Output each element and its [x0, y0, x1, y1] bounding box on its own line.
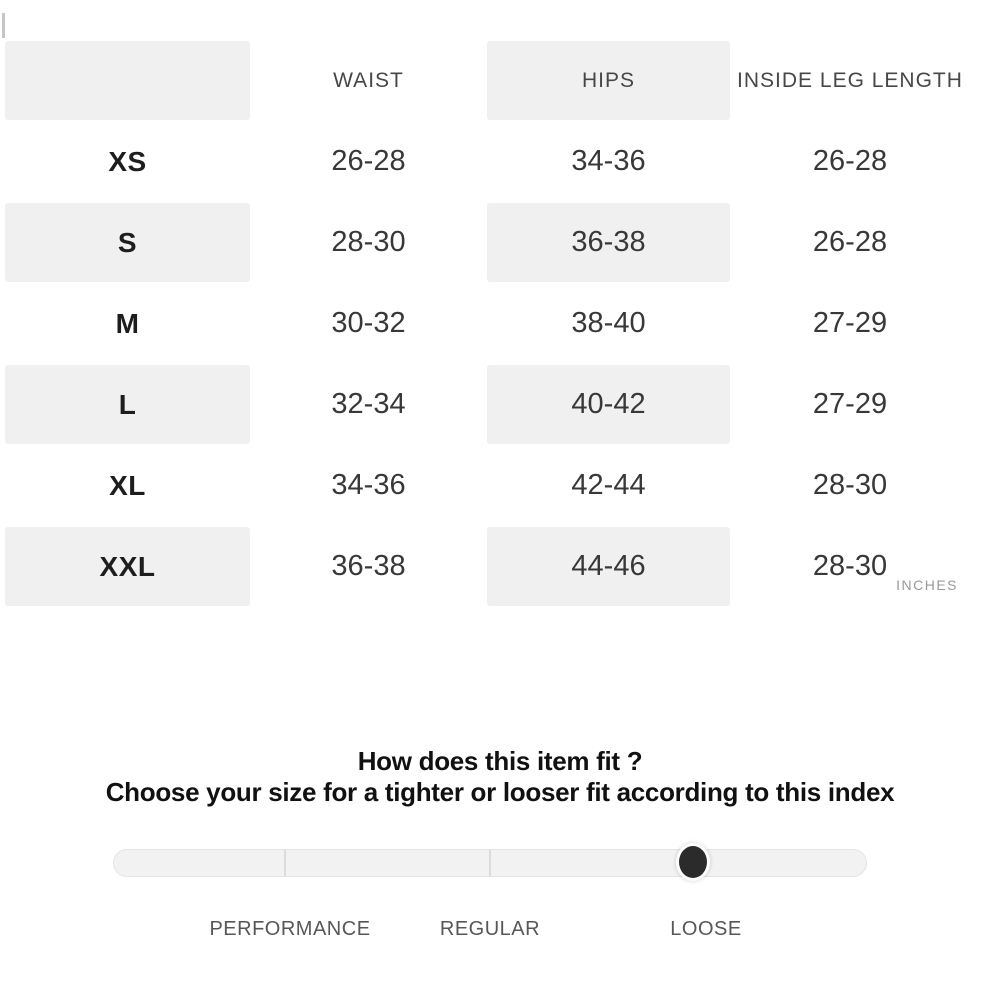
size-chart-table: WAIST HIPS INSIDE LEG LENGTH XS 26-28 34…: [0, 40, 970, 607]
table-row-l: L 32-34 40-42 27-29: [0, 364, 970, 445]
size-cell: XS: [108, 145, 147, 177]
edge-artifact-mark: [2, 13, 5, 38]
waist-cell: 36-38: [331, 550, 406, 582]
waist-cell: 26-28: [331, 145, 406, 177]
inside-leg-cell: 28-30: [812, 550, 888, 582]
header-cell-size: [5, 41, 250, 120]
inside-leg-cell: 26-28: [812, 145, 888, 177]
waist-cell: 30-32: [331, 307, 406, 339]
hips-cell: 42-44: [571, 469, 646, 501]
waist-cell: 28-30: [331, 226, 406, 258]
size-cell: XXL: [5, 527, 250, 606]
size-cell: XL: [109, 469, 146, 501]
units-label: INCHES: [896, 577, 958, 593]
fit-slider-knob[interactable]: [676, 843, 710, 881]
fit-option-regular: REGULAR: [439, 918, 541, 940]
hips-cell: 36-38: [487, 203, 730, 282]
inside-leg-cell: 27-29: [812, 388, 888, 420]
size-cell: S: [5, 203, 250, 282]
header-cell-waist: WAIST: [333, 68, 404, 92]
hips-cell: 40-42: [487, 365, 730, 444]
hips-cell: 34-36: [571, 145, 646, 177]
inside-leg-cell: 27-29: [812, 307, 888, 339]
size-cell: M: [115, 307, 140, 339]
inside-leg-cell: 28-30: [812, 469, 888, 501]
table-header-row: WAIST HIPS INSIDE LEG LENGTH: [0, 40, 970, 121]
table-row-s: S 28-30 36-38 26-28: [0, 202, 970, 283]
table-row-m: M 30-32 38-40 27-29: [0, 283, 970, 364]
fit-slider-tick-regular: [489, 850, 491, 876]
fit-instruction-subtitle: Choose your size for a tighter or looser…: [105, 777, 895, 807]
size-cell: L: [5, 365, 250, 444]
fit-option-loose: LOOSE: [670, 918, 742, 940]
fit-question-title: How does this item fit ?: [357, 746, 643, 776]
header-cell-hips: HIPS: [487, 41, 730, 120]
fit-slider-tick-performance: [284, 850, 286, 876]
hips-cell: 44-46: [487, 527, 730, 606]
waist-cell: 34-36: [331, 469, 406, 501]
hips-cell: 38-40: [571, 307, 646, 339]
fit-slider-track[interactable]: [113, 849, 867, 877]
table-row-xs: XS 26-28 34-36 26-28: [0, 121, 970, 202]
inside-leg-cell: 26-28: [812, 226, 888, 258]
table-row-xxl: XXL 36-38 44-46 28-30: [0, 526, 970, 607]
waist-cell: 32-34: [331, 388, 406, 420]
header-cell-inside-leg-length: INSIDE LEG LENGTH: [737, 68, 963, 92]
fit-option-performance: PERFORMANCE: [209, 918, 371, 940]
table-row-xl: XL 34-36 42-44 28-30: [0, 445, 970, 526]
